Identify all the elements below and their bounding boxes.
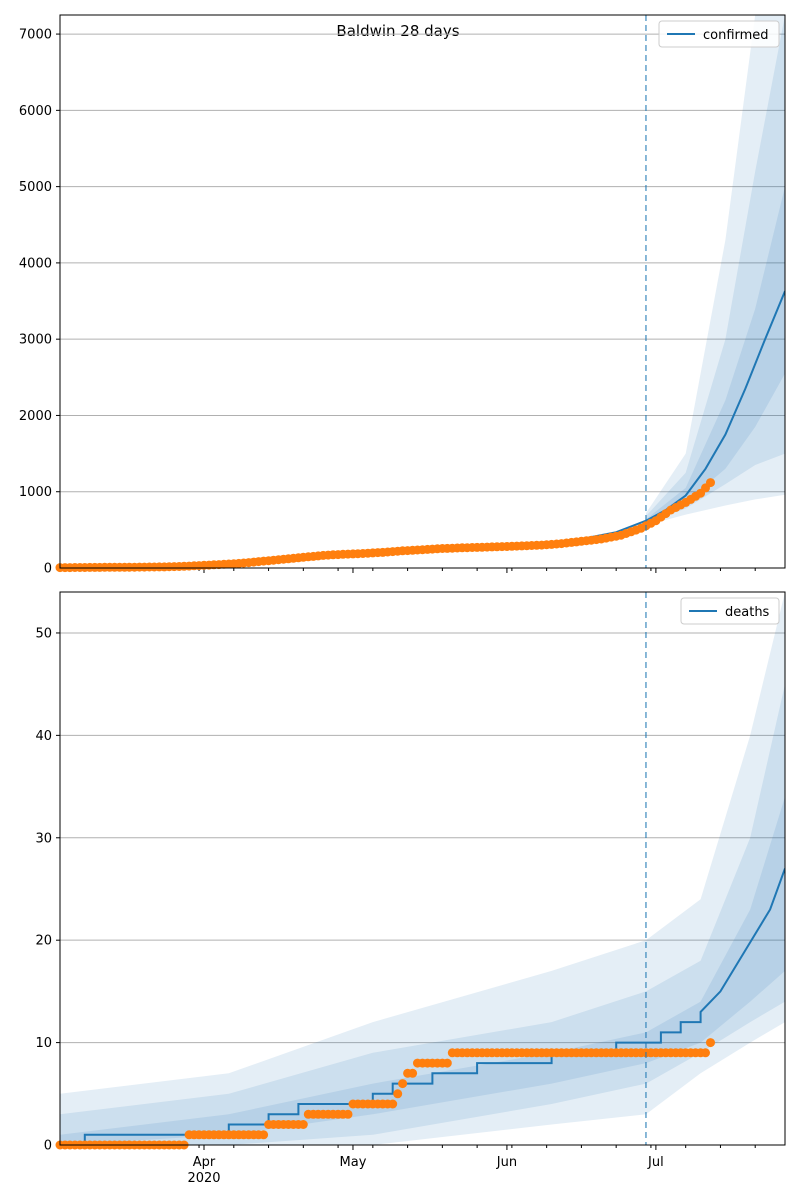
observed-point	[442, 1058, 452, 1068]
confirmed-model-line	[60, 290, 785, 568]
x-tick-sublabel: 2020	[187, 1171, 220, 1186]
observed-points	[55, 478, 715, 573]
observed-point	[259, 1130, 269, 1140]
confidence-band-3	[60, 592, 785, 1145]
confidence-bands	[646, 15, 785, 526]
x-tick-label: May	[340, 1155, 367, 1170]
model-line-group	[60, 290, 785, 568]
observed-point	[706, 478, 715, 488]
y-tick-label: 4000	[19, 256, 52, 271]
y-tick-label: 7000	[19, 28, 52, 43]
observed-point	[298, 1120, 308, 1129]
x-tick-label: Apr	[193, 1155, 216, 1170]
y-tick-label: 1000	[19, 485, 52, 500]
observed-point	[398, 1079, 408, 1089]
y-tick-label: 10	[35, 1036, 52, 1051]
observed-point	[701, 1048, 710, 1058]
confidence-bands	[60, 592, 785, 1145]
x-tick-label: Jun	[496, 1155, 517, 1170]
legend-box	[658, 20, 780, 48]
legend-label: confirmed	[703, 28, 769, 43]
y-tick-label: 0	[44, 1139, 52, 1154]
observed-point	[706, 1038, 715, 1048]
confidence-band-1	[646, 186, 785, 523]
legend-box	[680, 597, 780, 625]
plot-frame	[59, 14, 786, 569]
x-tick-label: Jul	[647, 1155, 664, 1170]
confidence-band-2	[646, 15, 785, 524]
observed-point	[408, 1068, 418, 1078]
y-tick-label: 0	[44, 562, 52, 577]
y-tick-label: 6000	[19, 104, 52, 119]
observed-point	[388, 1099, 398, 1109]
y-tick-label: 20	[35, 934, 52, 949]
y-tick-label: 3000	[19, 333, 52, 348]
y-tick-label: 40	[35, 729, 52, 744]
y-tick-label: 5000	[19, 180, 52, 195]
confidence-band-2	[60, 684, 785, 1145]
observed-point	[343, 1109, 353, 1119]
y-tick-label: 50	[35, 626, 52, 641]
confidence-band-3	[646, 15, 785, 526]
confirmed-panel: 0 1000 2000 3000 4000 5000 6000 7000 confirmed	[19, 14, 786, 577]
legend-label: deaths	[725, 605, 770, 620]
figure-title: Baldwin 28 days	[336, 22, 459, 40]
y-tick-label: 30	[35, 831, 52, 846]
confidence-band-1	[60, 796, 785, 1145]
observed-point	[393, 1089, 403, 1099]
observed-points	[55, 1038, 715, 1150]
plot-frame	[59, 591, 786, 1146]
y-tick-label: 2000	[19, 409, 52, 424]
